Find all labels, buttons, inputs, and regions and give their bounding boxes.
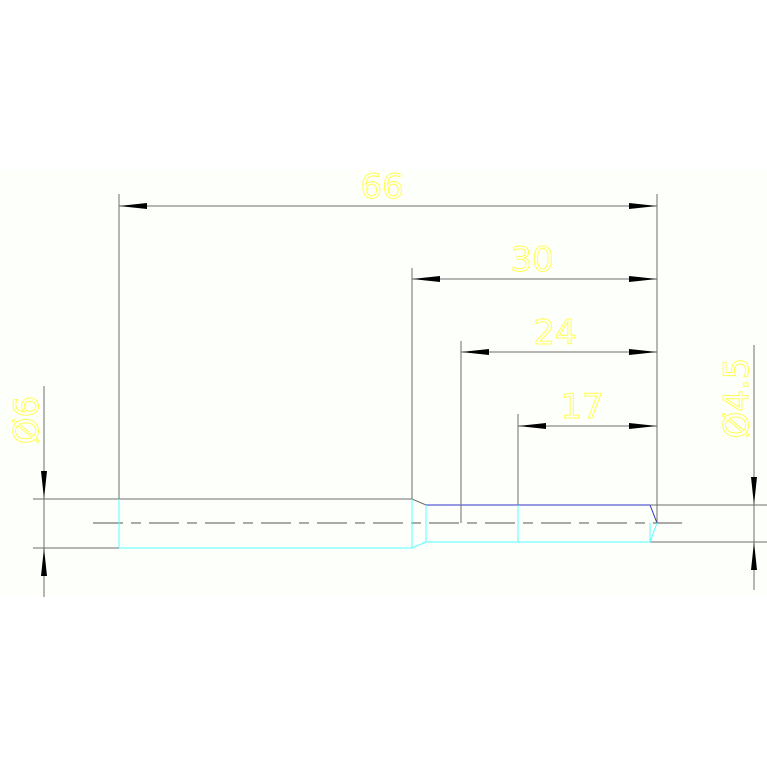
dimension-label-24: 24 — [533, 313, 576, 353]
dimension-label-diameter-4-5: Ø4.5 — [717, 358, 757, 439]
extension-lines — [118, 194, 658, 523]
dimension-diameter-6: Ø6 — [7, 386, 48, 597]
dimension-66: 66 — [119, 167, 657, 209]
dimension-30: 30 — [412, 240, 657, 282]
dimension-label-diameter-6: Ø6 — [7, 396, 47, 444]
shaft-outline — [33, 498, 767, 549]
drawing-area — [0, 170, 767, 596]
dimension-label-66: 66 — [360, 167, 403, 207]
dimension-17: 17 — [518, 387, 657, 429]
dimension-label-30: 30 — [510, 240, 553, 280]
dimension-label-17: 17 — [560, 387, 603, 427]
dimension-24: 24 — [461, 313, 657, 355]
dimension-diameter-4-5: Ø4.5 — [717, 345, 758, 590]
